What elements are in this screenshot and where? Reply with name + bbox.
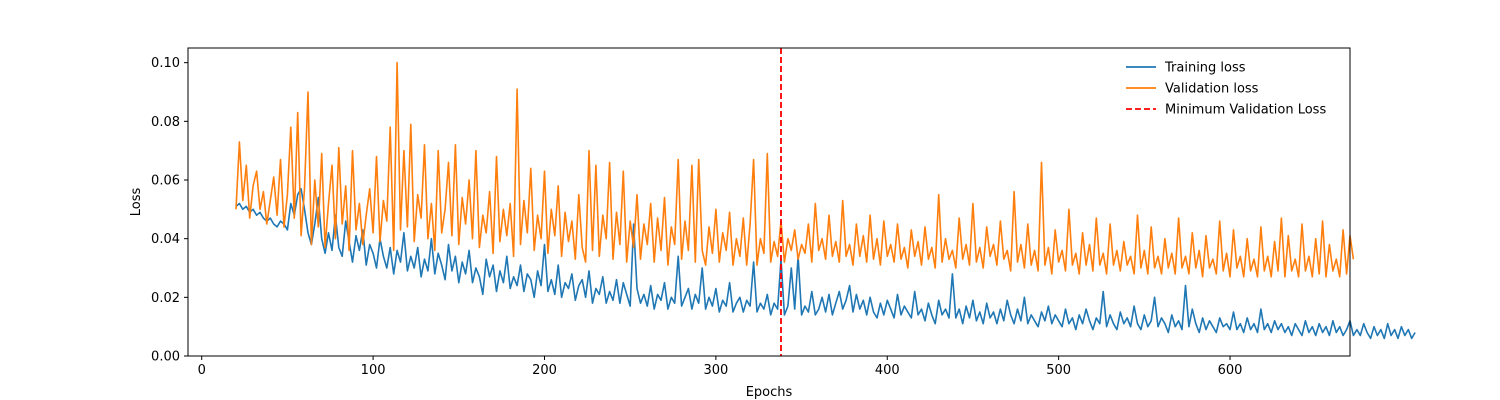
- x-tick-label: 100: [361, 363, 386, 378]
- x-axis-label: Epochs: [746, 385, 793, 400]
- legend-label-2: Minimum Validation Loss: [1165, 103, 1326, 118]
- y-tick-label: 0.06: [151, 174, 180, 189]
- y-tick-label: 0.04: [151, 232, 180, 247]
- y-tick-label: 0.02: [151, 291, 180, 306]
- x-tick-label: 300: [703, 363, 728, 378]
- x-tick-label: 500: [1046, 363, 1071, 378]
- x-axis: 0 100 200 300 400 500 600: [198, 356, 1243, 378]
- legend-label-1: Validation loss: [1165, 82, 1259, 97]
- x-tick-label: 200: [532, 363, 557, 378]
- y-tick-label: 0.10: [151, 56, 180, 71]
- legend-label-0: Training loss: [1164, 61, 1246, 76]
- x-tick-label: 600: [1218, 363, 1243, 378]
- legend: Training loss Validation loss Minimum Vali…: [1126, 61, 1326, 118]
- y-tick-label: 0.08: [151, 115, 180, 130]
- y-tick-label: 0.00: [151, 350, 180, 365]
- y-axis-label: Loss: [129, 188, 144, 217]
- series-line-1: [235, 61, 1355, 278]
- x-tick-label: 0: [198, 363, 206, 378]
- series-layer: [235, 61, 1416, 340]
- plot-frame: [187, 47, 1351, 357]
- series-line-0: [235, 188, 1416, 340]
- x-tick-label: 400: [875, 363, 900, 378]
- y-axis: 0.00 0.02 0.04 0.06 0.08 0.10: [151, 56, 188, 365]
